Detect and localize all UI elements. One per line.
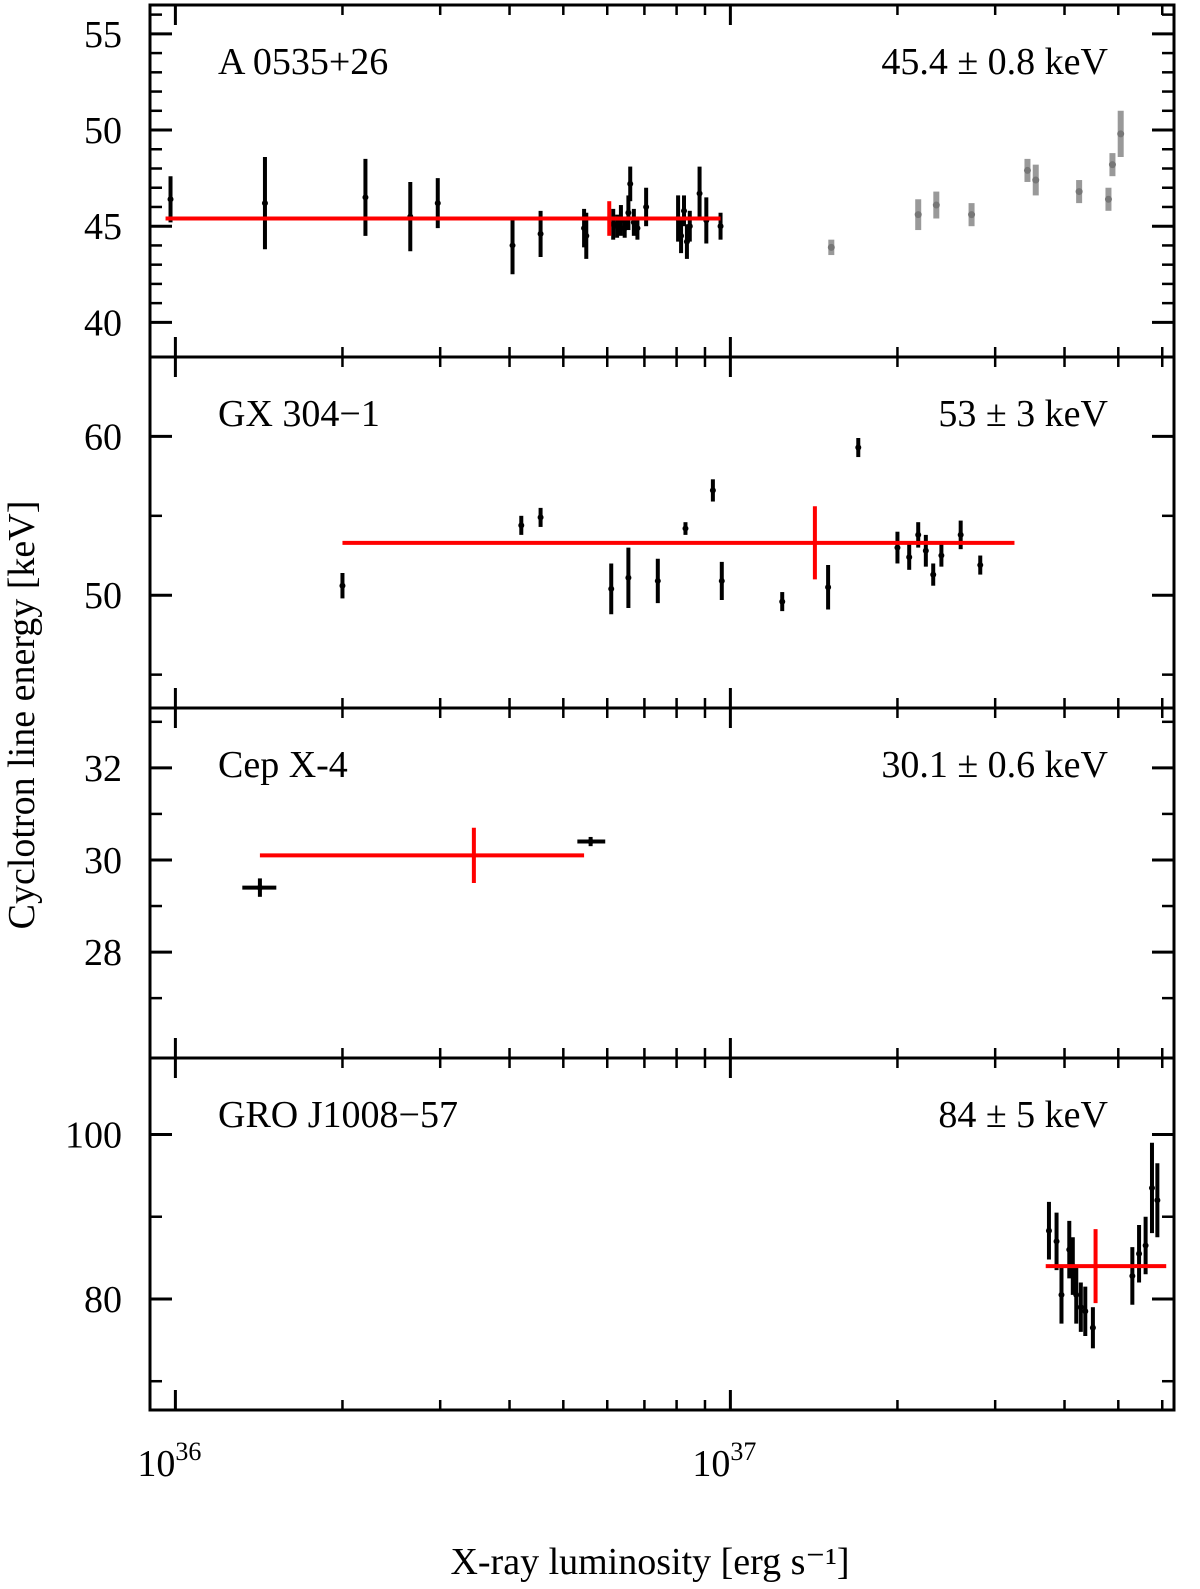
panel-energy-annotation: 30.1 ± 0.6 keV [881,744,1108,786]
data-point [682,525,689,532]
data-point [915,531,922,538]
data-point [256,884,263,891]
data-point [1136,1250,1143,1257]
y-tick-label: 50 [84,110,122,152]
data-point [709,487,716,494]
x-tick-label: 1036 [137,1437,201,1485]
data-point [686,223,693,230]
secondary-data-point [827,243,835,251]
secondary-data-point [1104,195,1112,203]
data-point [938,552,945,559]
secondary-data-point [914,211,922,219]
y-tick-label: 80 [84,1279,122,1321]
secondary-data-point [1117,130,1125,138]
y-tick-label: 55 [84,14,122,56]
data-point [583,232,590,239]
data-point [630,219,637,226]
panel-4: 80 100 GRO J1008−57 84 ± 5 keV [65,1056,1176,1412]
data-point [1142,1242,1149,1249]
x-tick-labels: 1036 1037 [137,1437,756,1485]
data-point [678,232,685,239]
data-point [261,200,268,207]
data-point [627,180,634,187]
data-point [654,577,661,584]
secondary-data-point [1023,166,1031,174]
data-point [1089,1324,1096,1331]
y-axis-title: Cyclotron line energy [keV] [1,501,43,930]
panel-energy-annotation: 53 ± 3 keV [938,393,1108,435]
panel-energy-annotation: 84 ± 5 keV [938,1094,1108,1136]
data-point [977,562,984,569]
secondary-data-point [1108,161,1116,169]
panels-group: 40 45 50 55 A 0535+26 45.4 ± 0.8 keV 50 60 GX 30… [65,3,1176,1412]
data-point [906,554,913,561]
data-point [625,209,632,216]
panel-3: 28 30 32 Cep X-4 30.1 ± 0.6 keV [84,706,1176,1060]
data-point [922,547,929,554]
data-point [362,194,369,201]
y-tick-label: 30 [84,840,122,882]
data-point [1066,1246,1073,1253]
data-point [1053,1238,1060,1245]
data-point [509,242,516,249]
data-point [957,531,964,538]
y-tick-label: 40 [84,302,122,344]
y-tick-label: 60 [84,416,122,458]
data-point [518,522,525,529]
data-point [930,571,937,578]
data-point [779,598,786,605]
data-point [894,544,901,551]
data-point [1077,1304,1084,1311]
x-axis-title: X-ray luminosity [erg s⁻¹] [450,1541,849,1583]
y-tick-label: 28 [84,932,122,974]
data-point [625,574,632,581]
data-point [825,584,832,591]
panel-frame [148,1056,1176,1412]
data-point [1073,1291,1080,1298]
data-point [1129,1272,1136,1279]
data-point [621,225,628,232]
data-point [1154,1197,1161,1204]
panel-source-name: GRO J1008−57 [218,1094,458,1136]
data-point [537,230,544,237]
panel-energy-annotation: 45.4 ± 0.8 keV [881,41,1108,83]
panel-source-name: GX 304−1 [218,393,380,435]
data-point [643,203,650,210]
data-point [1045,1227,1052,1234]
y-tick-label: 50 [84,575,122,617]
data-point [614,223,621,230]
secondary-data-point [932,201,940,209]
panel-1: 40 45 50 55 A 0535+26 45.4 ± 0.8 keV [84,3,1176,359]
data-point [434,200,441,207]
data-point [1082,1308,1089,1315]
y-tick-label: 100 [65,1114,122,1156]
data-point [718,577,725,584]
x-tick-label: 1037 [692,1437,756,1485]
data-point [681,207,688,214]
data-point [339,582,346,589]
data-point [1148,1184,1155,1191]
panel-source-name: A 0535+26 [218,41,388,83]
panel-2: 50 60 GX 304−1 53 ± 3 keV [84,355,1176,710]
y-tick-label: 45 [84,206,122,248]
panel-source-name: Cep X-4 [218,744,348,786]
data-point [634,225,641,232]
data-point [537,514,544,521]
secondary-data-point [1075,188,1083,196]
data-point [587,838,594,845]
data-point [855,444,862,451]
secondary-data-point [968,211,976,219]
y-tick-label: 32 [84,748,122,790]
data-point [1058,1291,1065,1298]
data-point [167,196,174,203]
data-point [608,585,615,592]
secondary-data-point [1032,176,1040,184]
data-point [696,190,703,197]
data-point [717,223,724,230]
